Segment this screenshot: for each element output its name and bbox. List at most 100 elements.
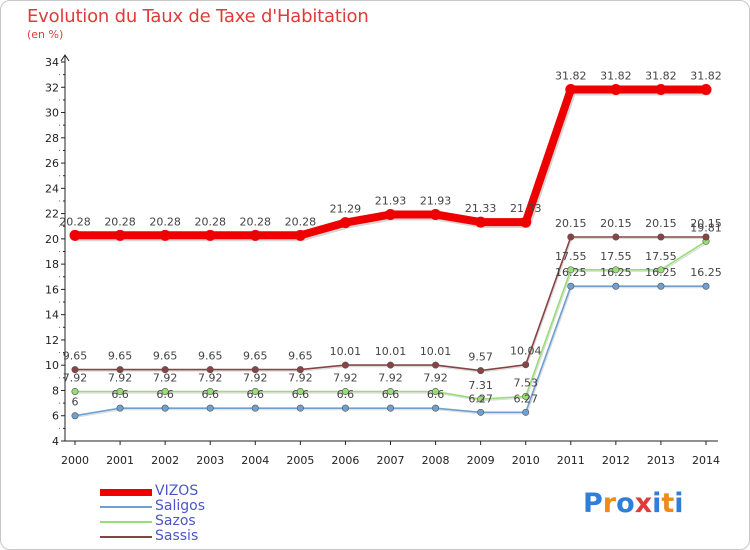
logo-letter: o xyxy=(616,488,635,519)
x-tick-label: 2005 xyxy=(286,454,314,467)
data-point xyxy=(657,233,665,241)
data-label: 31.82 xyxy=(555,70,587,83)
y-tick-label: 22 xyxy=(45,208,59,221)
y-tick-label: 26 xyxy=(45,157,59,170)
data-label: 9.57 xyxy=(468,351,493,364)
data-label: 16.25 xyxy=(690,266,722,279)
data-label: 20.28 xyxy=(104,215,136,228)
y-tick-label: 8 xyxy=(52,384,59,397)
data-label: 21.93 xyxy=(420,194,452,207)
data-label: 20.28 xyxy=(285,215,317,228)
data-label: 16.25 xyxy=(555,266,587,279)
data-point xyxy=(251,387,259,395)
data-label: 20.28 xyxy=(59,215,91,228)
data-label: 17.55 xyxy=(645,250,677,263)
data-point xyxy=(204,229,216,241)
data-point xyxy=(114,229,126,241)
legend-label: VIZOS xyxy=(155,483,199,499)
data-label: 6.27 xyxy=(513,392,538,405)
data-label: 9.65 xyxy=(108,350,133,363)
data-point xyxy=(294,229,306,241)
data-point xyxy=(161,387,169,395)
data-label: 20.15 xyxy=(600,217,632,230)
data-label: 10.01 xyxy=(420,345,452,358)
logo-letter: r xyxy=(602,488,617,519)
data-label: 20.28 xyxy=(149,215,181,228)
data-label: 10.01 xyxy=(375,345,407,358)
data-label: 19.81 xyxy=(690,221,722,234)
x-tick-label: 2002 xyxy=(151,454,179,467)
data-label: 7.92 xyxy=(423,371,448,384)
data-label: 6.6 xyxy=(337,388,355,401)
data-point xyxy=(522,392,530,400)
y-tick-label: 6 xyxy=(52,410,59,423)
data-point xyxy=(565,84,577,96)
chart-unit: (en %) xyxy=(27,28,64,41)
data-label: 16.25 xyxy=(645,266,677,279)
data-point xyxy=(116,404,124,412)
data-label: 9.65 xyxy=(198,350,223,363)
data-label: 7.92 xyxy=(63,371,88,384)
data-label: 6.6 xyxy=(111,388,129,401)
x-tick-label: 2012 xyxy=(602,454,630,467)
data-label: 20.15 xyxy=(645,217,677,230)
data-point xyxy=(341,361,349,369)
series-sassis xyxy=(71,233,710,375)
data-label: 20.28 xyxy=(194,215,226,228)
data-point xyxy=(71,366,79,374)
data-label: 7.92 xyxy=(288,371,313,384)
x-tick-label: 2013 xyxy=(647,454,675,467)
data-point xyxy=(296,366,304,374)
legend-swatch xyxy=(100,536,152,538)
data-label: 31.82 xyxy=(600,70,632,83)
y-tick-label: 34 xyxy=(45,56,59,69)
data-point xyxy=(702,233,710,241)
data-label: 21.33 xyxy=(465,202,497,215)
series-layer xyxy=(69,84,712,420)
logo-letter: P xyxy=(583,488,603,519)
y-tick-label: 30 xyxy=(45,107,59,120)
y-tick-label: 28 xyxy=(45,132,59,145)
data-point xyxy=(249,229,261,241)
data-point xyxy=(657,266,665,274)
data-label: 20.15 xyxy=(690,217,722,230)
data-point xyxy=(161,366,169,374)
data-point xyxy=(296,387,304,395)
data-point xyxy=(655,84,667,96)
x-tick-label: 2003 xyxy=(196,454,224,467)
data-point xyxy=(477,367,485,375)
data-label: 7.92 xyxy=(333,371,358,384)
legend-label: Sassis xyxy=(155,528,199,544)
y-axis-arrow xyxy=(60,54,70,62)
series-sazos xyxy=(71,237,710,403)
data-point xyxy=(385,208,396,220)
data-point xyxy=(700,84,712,96)
x-tick-label: 2006 xyxy=(331,454,359,467)
data-label: 10.04 xyxy=(510,345,542,358)
data-point xyxy=(339,217,351,229)
data-point xyxy=(520,216,532,228)
data-point xyxy=(475,216,487,228)
data-label: 9.65 xyxy=(288,350,313,363)
data-label: 6.27 xyxy=(468,392,493,405)
data-labels-layer: 6 6.6 6.6 6.6 6.6 6.6 6.6 6.6 6.6 6.27 6.27 16.25 16… xyxy=(59,70,722,409)
data-point xyxy=(567,233,575,241)
data-point xyxy=(386,361,394,369)
y-tick-label: 4 xyxy=(52,435,59,448)
data-label: 7.92 xyxy=(198,371,223,384)
y-tick-label: 14 xyxy=(45,309,59,322)
data-point xyxy=(702,282,710,290)
data-point xyxy=(206,366,214,374)
data-label: 6.6 xyxy=(292,388,310,401)
data-label: 7.53 xyxy=(513,376,538,389)
data-point xyxy=(567,266,575,274)
x-tick-label: 2004 xyxy=(241,454,269,467)
data-label: 6 xyxy=(72,396,79,409)
y-tick-label: 24 xyxy=(45,182,59,195)
data-label: 6.6 xyxy=(382,388,400,401)
legend-label: Saligos xyxy=(155,498,205,514)
legend-swatch xyxy=(100,521,152,523)
data-point xyxy=(71,412,79,420)
data-label: 6.6 xyxy=(427,388,445,401)
